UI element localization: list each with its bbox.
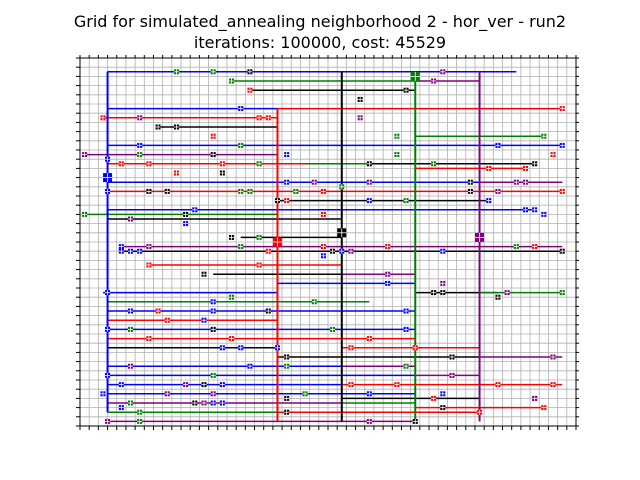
grid-lines xyxy=(79,57,577,427)
chart-subtitle: iterations: 100000, cost: 45529 xyxy=(193,33,447,52)
route-pins xyxy=(82,69,565,424)
route-trunks xyxy=(106,71,481,422)
chart-title: Grid for simulated_annealing neighborhoo… xyxy=(73,12,567,31)
axis-ticks xyxy=(76,55,579,430)
plot-frame xyxy=(79,57,577,427)
